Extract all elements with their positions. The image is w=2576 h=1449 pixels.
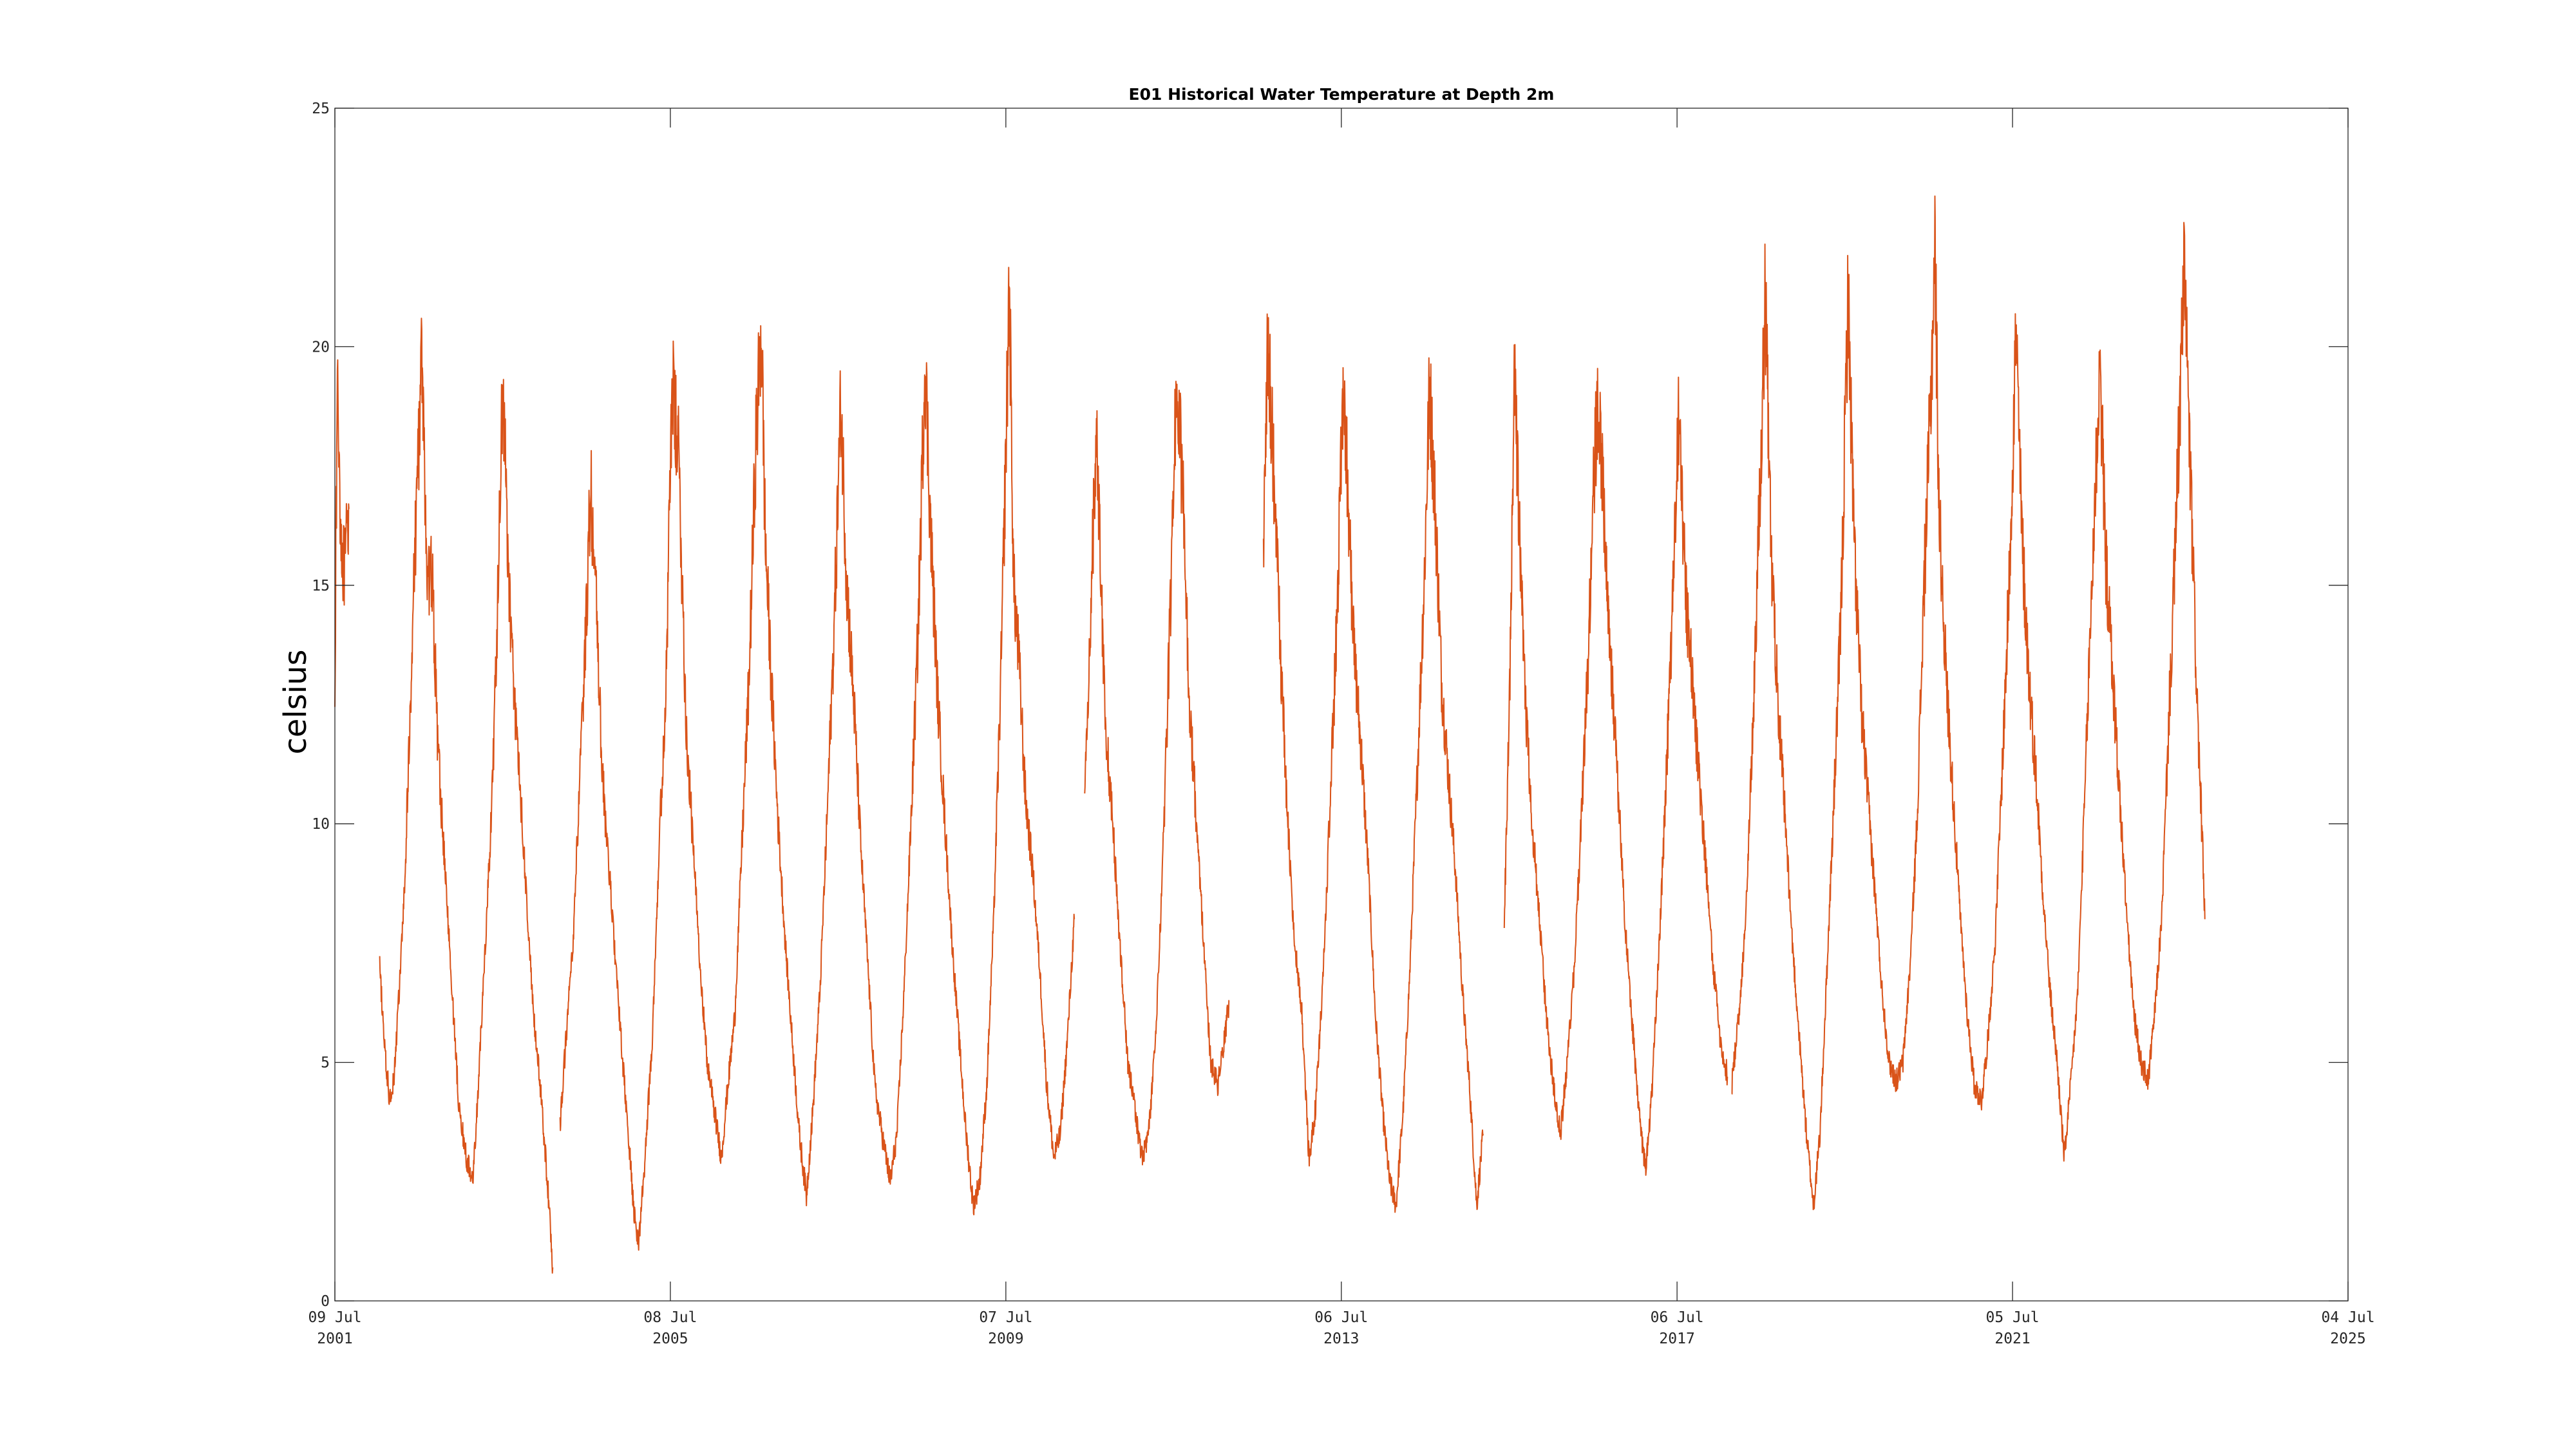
x-tick-label-year: 2025 bbox=[2330, 1331, 2365, 1347]
temperature-series-segment bbox=[1084, 381, 1230, 1166]
x-tick-label-date: 07 Jul bbox=[979, 1309, 1032, 1326]
x-tick-label-year: 2017 bbox=[1659, 1331, 1694, 1347]
temperature-series-segment bbox=[379, 317, 554, 1274]
y-tick-label: 5 bbox=[321, 1055, 330, 1072]
x-tick-label-date: 06 Jul bbox=[1314, 1309, 1368, 1326]
temperature-series-segment bbox=[1262, 313, 1484, 1213]
temperature-series-segment bbox=[334, 359, 350, 707]
plot-area-frame bbox=[334, 108, 2349, 1302]
x-tick-label-date: 04 Jul bbox=[2321, 1309, 2374, 1326]
x-tick-label-year: 2005 bbox=[652, 1331, 688, 1347]
y-tick-label: 15 bbox=[312, 578, 330, 594]
y-tick-label: 20 bbox=[312, 339, 330, 355]
x-tick-label-date: 08 Jul bbox=[643, 1309, 697, 1326]
x-tick-label-year: 2001 bbox=[317, 1331, 352, 1347]
y-tick-label: 10 bbox=[312, 816, 330, 833]
x-tick-label-date: 09 Jul bbox=[308, 1309, 361, 1326]
series-layer bbox=[334, 195, 2206, 1274]
temperature-series-segment bbox=[559, 267, 1075, 1251]
temperature-series-segment bbox=[1503, 344, 1728, 1176]
x-tick-label-date: 06 Jul bbox=[1651, 1309, 1704, 1326]
x-tick-label-year: 2009 bbox=[988, 1331, 1023, 1347]
x-tick-label-year: 2021 bbox=[1994, 1331, 2030, 1347]
temperature-series-segment bbox=[1731, 195, 2206, 1211]
y-tick-label: 0 bbox=[321, 1293, 330, 1310]
y-tick-label: 25 bbox=[312, 100, 330, 117]
x-tick-label-date: 05 Jul bbox=[1986, 1309, 2040, 1326]
y-axis-label: celsius bbox=[278, 649, 314, 754]
x-tick-label-year: 2013 bbox=[1323, 1331, 1359, 1347]
chart-title: E01 Historical Water Temperature at Dept… bbox=[1129, 85, 1555, 104]
